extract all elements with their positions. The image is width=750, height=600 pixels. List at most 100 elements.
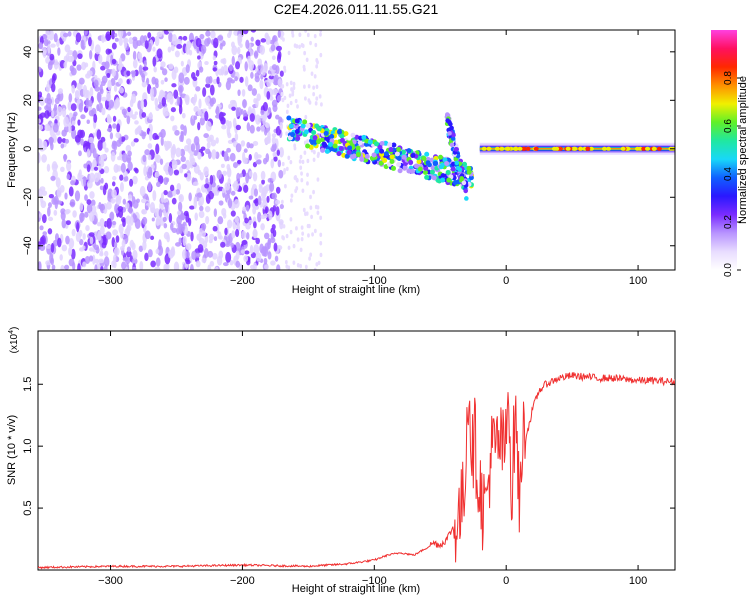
signal-blob — [406, 168, 412, 174]
noise-blob — [106, 115, 112, 124]
noise-blob — [250, 30, 257, 33]
signal-blob — [302, 119, 308, 125]
noise-blob — [144, 230, 151, 240]
noise-blob — [89, 50, 93, 60]
noise-blob — [174, 50, 180, 58]
noise-blob — [74, 134, 81, 143]
noise-blob — [110, 151, 116, 162]
noise-blob — [284, 259, 288, 265]
noise-blob — [181, 112, 186, 119]
noise-blob — [222, 64, 229, 76]
signal-blob — [332, 147, 338, 153]
noise-blob — [144, 205, 149, 210]
noise-blob — [109, 132, 114, 140]
carrier-blob — [656, 146, 662, 151]
noise-blob — [257, 211, 262, 223]
noise-blob — [167, 165, 172, 173]
noise-blob — [242, 206, 247, 212]
noise-blob — [204, 206, 211, 213]
noise-blob — [273, 242, 278, 252]
noise-blob — [120, 162, 126, 173]
noise-blob — [86, 148, 91, 158]
noise-blob — [271, 55, 276, 61]
noise-blob — [45, 57, 50, 64]
noise-blob — [154, 97, 159, 107]
signal-blob — [391, 142, 397, 148]
noise-blob — [262, 101, 268, 112]
noise-blob — [198, 200, 202, 207]
noise-blob — [235, 260, 241, 268]
noise-blob — [140, 99, 145, 110]
noise-blob — [127, 194, 133, 201]
noise-blob — [38, 118, 42, 124]
noise-blob — [216, 255, 223, 266]
noise-blob — [132, 175, 138, 185]
noise-blob — [165, 201, 169, 213]
noise-blob — [94, 258, 100, 264]
noise-blob — [156, 31, 163, 38]
noise-blob — [267, 131, 271, 140]
noise-blob — [70, 180, 76, 186]
noise-blob — [234, 76, 239, 82]
colorbar-tick-label: 0.2 — [723, 215, 734, 229]
noise-blob — [303, 150, 307, 155]
noise-blob — [193, 93, 198, 103]
noise-blob — [229, 259, 234, 266]
noise-blob — [235, 143, 242, 153]
y-tick-label: 40 — [22, 46, 34, 58]
noise-blob — [316, 177, 320, 182]
signal-blob — [379, 140, 385, 146]
noise-blob — [292, 85, 296, 91]
noise-blob — [160, 192, 165, 204]
noise-blob — [71, 120, 76, 126]
noise-blob — [197, 169, 202, 176]
noise-blob — [276, 149, 281, 156]
noise-blob — [218, 200, 224, 206]
x-tick-label: −100 — [362, 575, 387, 587]
noise-blob — [147, 249, 153, 258]
noise-blob — [131, 257, 138, 265]
noise-blob — [88, 232, 95, 237]
noise-blob — [199, 205, 204, 212]
noise-blob — [132, 50, 137, 61]
noise-blob — [160, 91, 166, 97]
noise-blob — [63, 61, 68, 69]
noise-blob — [152, 46, 156, 52]
noise-blob — [46, 83, 51, 93]
noise-blob — [192, 76, 198, 82]
noise-blob — [189, 205, 195, 210]
noise-blob — [56, 106, 63, 117]
noise-blob — [301, 188, 305, 193]
noise-blob — [131, 266, 137, 270]
x-tick-label: 100 — [629, 575, 647, 587]
signal-blob — [424, 151, 430, 157]
noise-blob — [261, 179, 265, 185]
noise-blob — [113, 247, 120, 256]
noise-blob — [231, 106, 236, 111]
noise-blob — [255, 237, 260, 245]
noise-blob — [197, 55, 201, 60]
noise-blob — [60, 166, 65, 173]
noise-blob — [179, 134, 183, 142]
noise-blob — [174, 129, 180, 136]
noise-blob — [94, 264, 98, 270]
noise-blob — [44, 109, 50, 119]
noise-blob — [252, 262, 257, 270]
noise-blob — [254, 198, 259, 207]
noise-blob — [38, 106, 42, 111]
noise-blob — [230, 79, 236, 84]
noise-blob — [192, 181, 199, 186]
noise-blob — [47, 228, 53, 235]
noise-blob — [151, 217, 155, 222]
noise-blob — [39, 244, 46, 251]
signal-blob — [463, 188, 469, 194]
noise-blob — [244, 76, 249, 87]
noise-blob — [77, 53, 83, 60]
noise-blob — [97, 139, 103, 151]
noise-blob — [122, 198, 127, 205]
noise-blob — [97, 231, 102, 242]
noise-blob — [118, 37, 123, 46]
noise-blob — [271, 224, 276, 230]
noise-blob — [40, 196, 44, 204]
noise-blob — [158, 175, 164, 185]
